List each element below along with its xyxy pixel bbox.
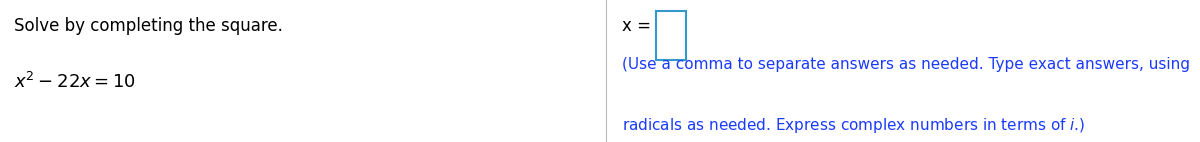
Text: $x^2 - 22x = 10$: $x^2 - 22x = 10$ [14,72,136,92]
Text: (Use a comma to separate answers as needed. Type exact answers, using: (Use a comma to separate answers as need… [622,57,1189,72]
Text: Solve by completing the square.: Solve by completing the square. [14,17,283,35]
Text: x =: x = [622,17,650,35]
Text: radicals as needed. Express complex numbers in terms of $i$.): radicals as needed. Express complex numb… [622,116,1085,135]
